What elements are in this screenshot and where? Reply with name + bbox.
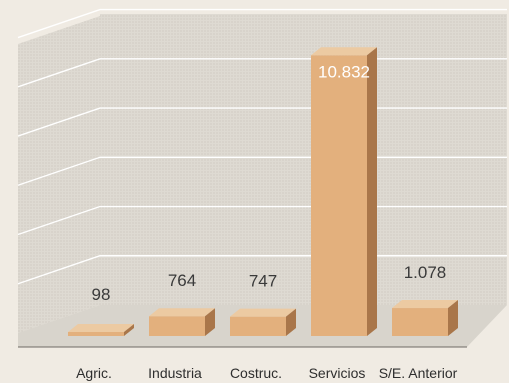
value-label: 1.078 — [404, 263, 447, 282]
category-label: Agric. — [76, 365, 112, 381]
bar-side — [448, 300, 458, 336]
bar-s-e-anterior — [392, 300, 458, 336]
bar-side — [367, 47, 377, 337]
value-labels: 98 764 747 10.832 1.078 — [92, 62, 447, 304]
value-label: 747 — [249, 272, 277, 291]
chart-back-wall — [18, 14, 507, 333]
bar-top — [149, 308, 215, 317]
bar-top — [392, 300, 458, 309]
bar-top — [230, 308, 296, 317]
category-label: Servicios — [309, 365, 366, 381]
bar-front — [149, 316, 205, 336]
side-wall — [18, 16, 100, 333]
category-label: S/E. Anterior — [379, 365, 458, 381]
value-label: 10.832 — [318, 62, 370, 81]
bar-front — [311, 55, 367, 337]
bar-side — [205, 308, 215, 336]
value-label: 764 — [168, 271, 196, 290]
bars — [68, 47, 458, 337]
bar-servicios — [311, 47, 377, 337]
value-label: 98 — [92, 285, 111, 304]
category-labels: Agric. Industria Costruc. Servicios S/E. Ant… — [76, 365, 458, 381]
gridline — [17, 8, 507, 39]
bar-side — [124, 324, 134, 336]
category-label: Industria — [148, 365, 202, 381]
bar-top — [68, 324, 134, 332]
bar-top — [311, 47, 377, 56]
bar-industria — [149, 308, 215, 336]
bar-side — [286, 308, 296, 336]
bar-costruc- — [230, 308, 296, 336]
bar-front — [392, 308, 448, 336]
back-wall — [100, 14, 507, 305]
bar-agric- — [68, 324, 134, 336]
bar-front — [68, 332, 124, 336]
category-label: Costruc. — [230, 365, 282, 381]
bar-front — [230, 316, 286, 336]
